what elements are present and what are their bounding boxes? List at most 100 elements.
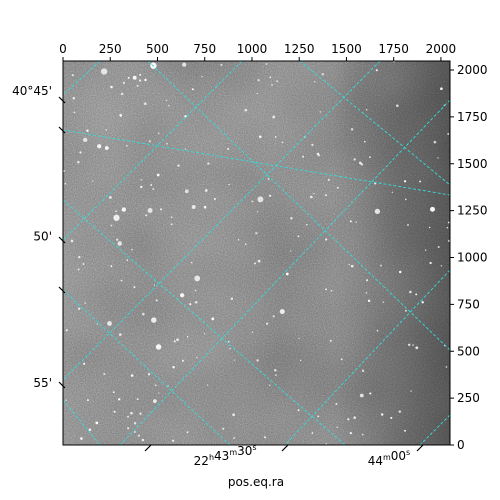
star bbox=[138, 79, 142, 82]
star bbox=[369, 156, 371, 158]
star bbox=[136, 84, 139, 87]
dec-tick-mark bbox=[58, 286, 66, 294]
star bbox=[184, 148, 187, 150]
star bbox=[64, 182, 67, 185]
star bbox=[133, 422, 137, 425]
star bbox=[440, 87, 443, 91]
ra-tick-mark bbox=[416, 444, 424, 452]
star bbox=[415, 293, 418, 296]
star bbox=[72, 97, 75, 100]
star bbox=[251, 200, 254, 203]
star bbox=[140, 179, 142, 181]
star bbox=[297, 235, 300, 238]
top-tick-label: 500 bbox=[146, 42, 169, 56]
grid-line bbox=[63, 289, 231, 445]
star bbox=[366, 279, 369, 282]
star bbox=[272, 115, 276, 119]
star bbox=[86, 129, 89, 132]
star bbox=[95, 421, 99, 425]
star bbox=[376, 329, 379, 332]
star bbox=[302, 155, 305, 158]
star bbox=[173, 340, 176, 343]
star bbox=[360, 163, 364, 166]
star bbox=[353, 158, 356, 161]
star bbox=[275, 374, 277, 376]
star bbox=[147, 373, 151, 376]
dec-tick-label: 40°45' bbox=[12, 84, 52, 98]
star bbox=[118, 398, 121, 401]
plot-frame bbox=[62, 60, 451, 446]
star bbox=[152, 399, 157, 404]
right-tick-label: 1750 bbox=[457, 110, 488, 124]
dec-tick-label: 50' bbox=[33, 230, 52, 244]
star bbox=[298, 337, 300, 340]
star bbox=[350, 264, 354, 268]
star bbox=[150, 184, 153, 186]
star bbox=[65, 329, 68, 332]
star bbox=[429, 261, 432, 265]
star bbox=[398, 270, 402, 274]
right-tick-label: 750 bbox=[457, 297, 480, 311]
star bbox=[228, 183, 230, 186]
star bbox=[227, 147, 230, 150]
star bbox=[355, 221, 357, 223]
star bbox=[325, 288, 328, 291]
right-tick-label: 1250 bbox=[457, 204, 488, 218]
x-axis-title: pos.eq.ra bbox=[228, 475, 284, 489]
top-tick-label: 1000 bbox=[237, 42, 268, 56]
star bbox=[182, 62, 187, 67]
right-tick-label: 1000 bbox=[457, 251, 488, 265]
star-field bbox=[63, 61, 450, 445]
star bbox=[191, 205, 196, 209]
star bbox=[194, 289, 197, 292]
star bbox=[335, 402, 338, 406]
star bbox=[409, 290, 412, 294]
star bbox=[120, 279, 123, 282]
star bbox=[143, 102, 147, 106]
star bbox=[222, 427, 225, 430]
star bbox=[266, 322, 269, 325]
star bbox=[279, 309, 285, 315]
star bbox=[119, 114, 123, 117]
star bbox=[184, 115, 187, 118]
star bbox=[115, 238, 119, 241]
star bbox=[336, 426, 338, 429]
star bbox=[267, 178, 270, 180]
star bbox=[336, 186, 339, 189]
ra-tick-label: 44m00s bbox=[368, 448, 411, 468]
star bbox=[428, 226, 431, 229]
star bbox=[220, 63, 223, 66]
star bbox=[158, 392, 160, 394]
star bbox=[207, 162, 210, 165]
star bbox=[158, 132, 160, 134]
star bbox=[110, 265, 113, 268]
star bbox=[305, 223, 308, 226]
star bbox=[168, 105, 170, 107]
star bbox=[203, 333, 206, 335]
star bbox=[347, 418, 350, 421]
star bbox=[382, 301, 384, 303]
star bbox=[349, 432, 352, 435]
star bbox=[256, 359, 259, 362]
star bbox=[367, 299, 371, 303]
star bbox=[257, 196, 264, 203]
star bbox=[145, 214, 148, 217]
top-tick-label: 2000 bbox=[426, 42, 457, 56]
dec-axis: 40°45' 50' 55' bbox=[12, 84, 66, 390]
star bbox=[112, 391, 115, 394]
grid-line bbox=[299, 61, 450, 186]
star bbox=[319, 111, 321, 113]
star bbox=[121, 207, 126, 212]
star bbox=[430, 206, 435, 212]
top-tick-label: 1250 bbox=[284, 42, 315, 56]
star bbox=[96, 323, 98, 325]
star bbox=[265, 63, 268, 65]
star bbox=[412, 344, 414, 346]
star bbox=[186, 336, 189, 338]
star bbox=[136, 398, 139, 400]
star bbox=[118, 333, 122, 336]
star bbox=[375, 69, 378, 72]
star bbox=[154, 384, 157, 387]
star bbox=[79, 151, 82, 154]
top-tick-label: 1500 bbox=[331, 42, 362, 56]
